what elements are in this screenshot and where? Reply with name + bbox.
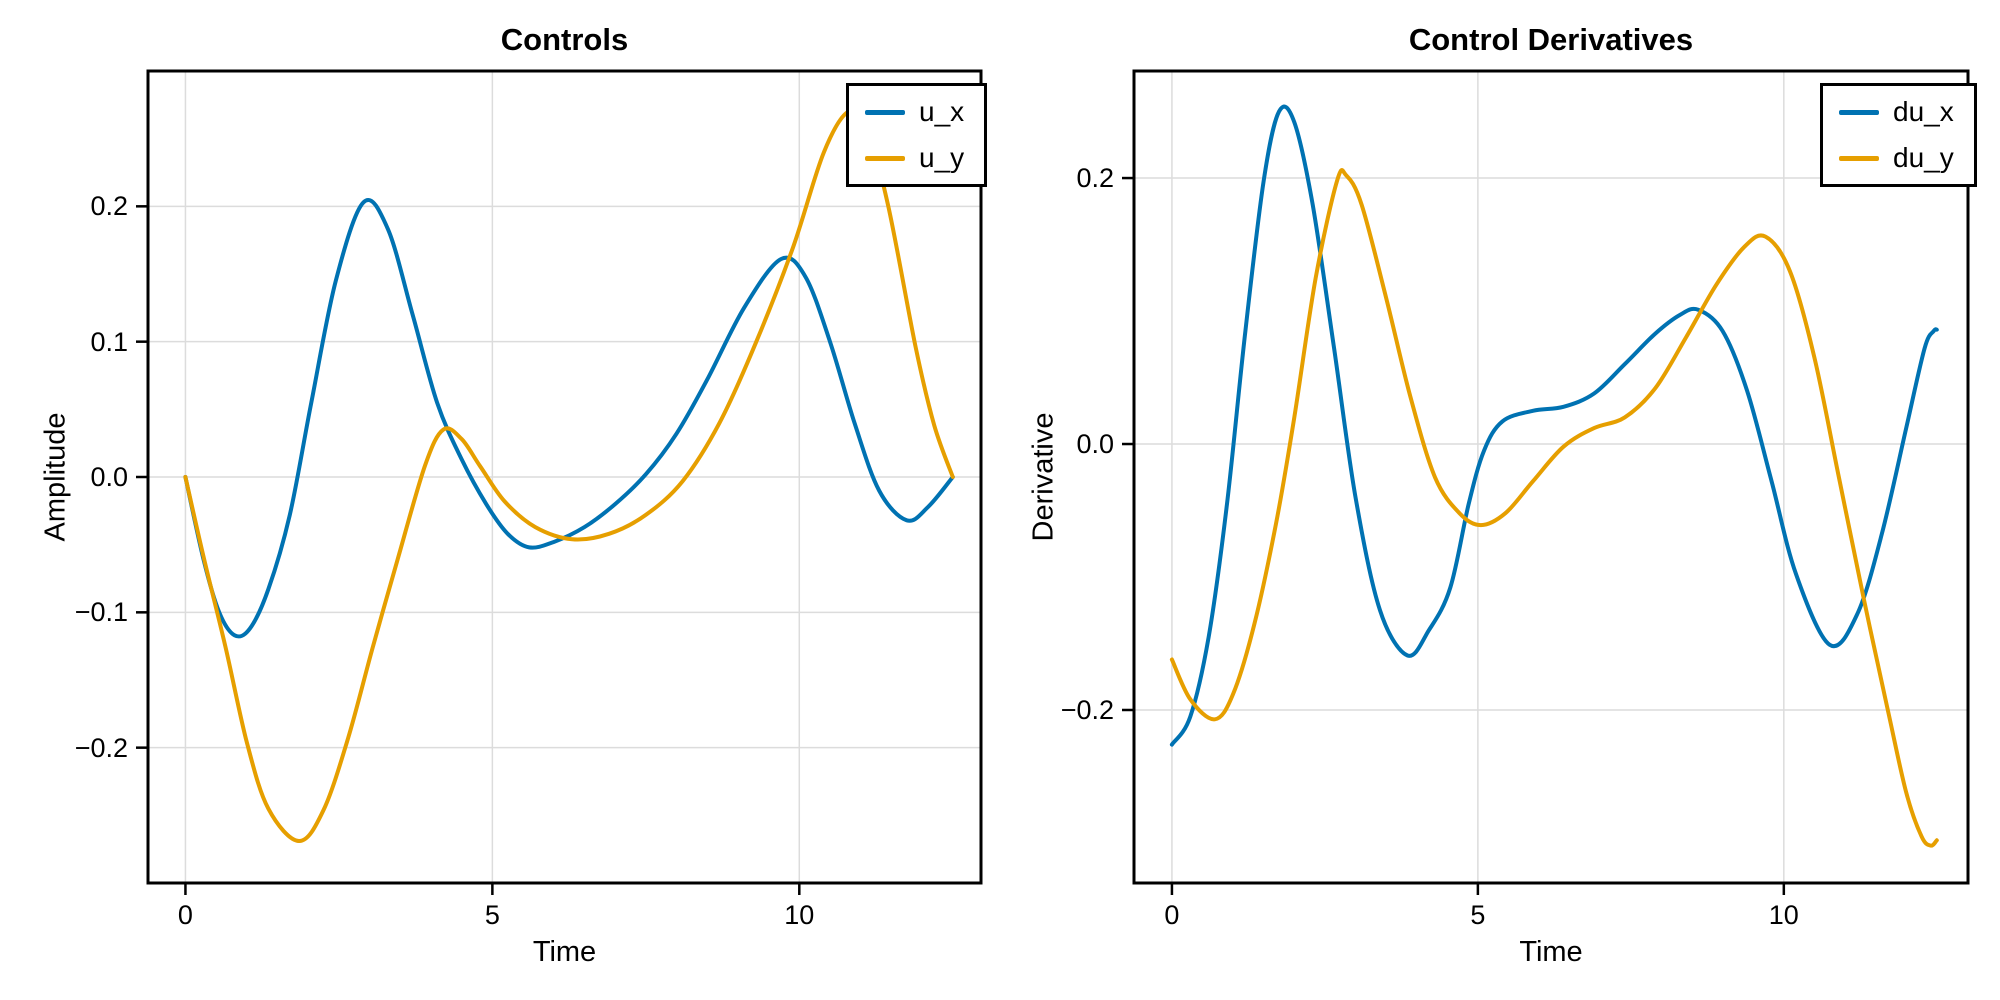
y-tick-label: 0.2 bbox=[90, 191, 128, 222]
plot-border bbox=[146, 69, 983, 885]
legend-entry: du_x bbox=[1839, 96, 1954, 128]
legend-entry: du_y bbox=[1839, 142, 1954, 174]
x-tick-label: 5 bbox=[1470, 900, 1486, 930]
series-line-swatch bbox=[1839, 109, 1879, 115]
series-line-u_x bbox=[183, 198, 955, 639]
series-line-swatch bbox=[865, 155, 905, 161]
series-line-du_y bbox=[1169, 168, 1939, 848]
plot-border bbox=[1132, 69, 1970, 885]
chart-title-control-derivatives: Control Derivatives bbox=[1408, 22, 1694, 57]
x-tick-label: 5 bbox=[484, 900, 500, 930]
y-tick-label: 0.1 bbox=[90, 326, 128, 357]
y-tick-label: 0.0 bbox=[1076, 429, 1114, 460]
legend: u_x u_y bbox=[846, 83, 988, 187]
legend-label: du_x bbox=[1893, 96, 1954, 127]
legend-label: u_x bbox=[919, 96, 965, 127]
series-line-du_x bbox=[1169, 104, 1939, 747]
legend-entry: u_x bbox=[865, 96, 964, 128]
x-tick-label: 0 bbox=[177, 900, 193, 930]
y-tick-label: −0.1 bbox=[74, 597, 128, 628]
legend-entry: u_y bbox=[865, 142, 964, 174]
legend-label: du_y bbox=[1893, 142, 1954, 173]
y-tick-label: −0.2 bbox=[74, 732, 128, 763]
chart-title-controls: Controls bbox=[500, 22, 629, 57]
x-axis-label-time: Time bbox=[1519, 936, 1583, 968]
series-line-u_y bbox=[183, 108, 955, 843]
legend-label: u_y bbox=[919, 142, 965, 173]
series-line-swatch bbox=[865, 109, 905, 115]
x-tick-label: 10 bbox=[1768, 900, 1799, 930]
x-tick-label: 10 bbox=[784, 900, 815, 930]
y-tick-label: −0.2 bbox=[1060, 694, 1114, 725]
y-tick-label: 0.0 bbox=[90, 462, 128, 492]
series-line-swatch bbox=[1839, 155, 1879, 161]
legend: du_x du_y bbox=[1820, 83, 1977, 187]
x-axis-label-time: Time bbox=[532, 936, 597, 968]
x-tick-label: 0 bbox=[1164, 900, 1180, 930]
y-tick-label: 0.2 bbox=[1076, 163, 1114, 194]
